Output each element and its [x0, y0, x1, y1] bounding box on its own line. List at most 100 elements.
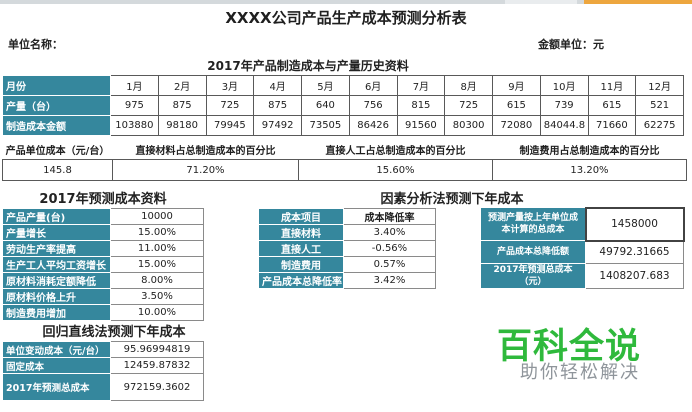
output-cell[interactable]: 739	[539, 95, 589, 116]
cost-cell[interactable]: 79945	[205, 115, 255, 136]
cost-cell[interactable]: 86426	[348, 115, 398, 136]
regression-table: 单位变动成本（元/台） 95.96994819 固定成本 12459.87832 2…	[2, 341, 204, 401]
forecast-label[interactable]: 产品产量(台)	[2, 208, 111, 225]
forecast-label[interactable]: 产量增长	[2, 224, 111, 241]
table-row: 预测产量按上年单位成本计算的总成本 1458000	[480, 206, 685, 242]
factor-value[interactable]: 3.40%	[343, 224, 436, 241]
factor-method-label[interactable]: 产品成本总降低额	[480, 240, 586, 264]
table-row: 产量增长 15.00%	[2, 224, 204, 241]
output-cell[interactable]: 815	[396, 95, 446, 116]
month-cell[interactable]: 11月	[587, 75, 637, 96]
cost-cell[interactable]: 97492	[253, 115, 302, 136]
watermark-tagline: 助你轻松解决	[520, 362, 640, 383]
table-row: 成本项目 成本降低率	[258, 208, 436, 225]
factor-label[interactable]: 产品成本总降低率	[258, 272, 344, 289]
month-cell[interactable]: 5月	[301, 75, 350, 96]
month-cell[interactable]: 7月	[396, 75, 446, 96]
cost-cell[interactable]: 84044.8	[539, 115, 589, 136]
month-cell[interactable]: 12月	[635, 75, 684, 96]
metric-value[interactable]: 15.60%	[298, 159, 493, 181]
row-label-month[interactable]: 月份	[2, 75, 111, 96]
factor-value[interactable]: 3.42%	[343, 272, 436, 289]
regression-value[interactable]: 12459.87832	[110, 357, 204, 374]
forecast-label[interactable]: 制造费用增加	[2, 304, 111, 321]
month-cell[interactable]: 10月	[539, 75, 589, 96]
forecast-value[interactable]: 15.00%	[110, 224, 204, 241]
month-cell[interactable]: 8月	[444, 75, 493, 96]
factor-col-rate-header: 成本降低率	[343, 208, 436, 225]
table-row: 劳动生产率提高 11.00%	[2, 240, 204, 257]
cost-cell[interactable]: 73505	[301, 115, 350, 136]
cost-cell[interactable]: 80300	[444, 115, 493, 136]
output-cell[interactable]: 875	[253, 95, 302, 116]
output-cell[interactable]: 875	[157, 95, 207, 116]
regression-label[interactable]: 固定成本	[2, 357, 111, 374]
forecast-value[interactable]: 10.00%	[110, 304, 204, 321]
output-cell[interactable]: 756	[348, 95, 398, 116]
regression-label[interactable]: 2017年预测总成本	[2, 373, 111, 401]
forecast-value[interactable]: 10000	[110, 208, 204, 225]
regression-label[interactable]: 单位变动成本（元/台）	[2, 341, 111, 358]
factor-method-label[interactable]: 预测产量按上年单位成本计算的总成本	[480, 207, 586, 241]
selected-cell[interactable]: 1458000	[584, 206, 685, 242]
factor-method-table: 预测产量按上年单位成本计算的总成本 1458000 产品成本总降低额 49792…	[480, 206, 685, 289]
forecast-value[interactable]: 8.00%	[110, 272, 204, 289]
output-cell[interactable]: 725	[444, 95, 493, 116]
regression-value[interactable]: 95.96994819	[110, 341, 204, 358]
month-cell[interactable]: 9月	[492, 75, 541, 96]
month-cell[interactable]: 4月	[253, 75, 302, 96]
output-cell[interactable]: 725	[205, 95, 255, 116]
cost-cell[interactable]: 98180	[157, 115, 207, 136]
table-row: 月份 1月 2月 3月 4月 5月 6月 7月 8月 9月 10月 11月 12…	[2, 75, 684, 96]
month-cell[interactable]: 6月	[348, 75, 398, 96]
forecast-label[interactable]: 原材料价格上升	[2, 288, 111, 305]
table-row: 产品单位成本（元/台） 直接材料占总制造成本的百分比 直接人工占总制造成本的百分…	[2, 139, 687, 160]
forecast-label[interactable]: 原材料消耗定额降低	[2, 272, 111, 289]
forecast-value[interactable]: 15.00%	[110, 256, 204, 273]
cost-cell[interactable]: 72080	[492, 115, 541, 136]
factor-value[interactable]: 0.57%	[343, 256, 436, 273]
output-cell[interactable]: 521	[635, 95, 684, 116]
factor-label[interactable]: 制造费用	[258, 256, 344, 273]
forecast-value[interactable]: 11.00%	[110, 240, 204, 257]
factor-method-value[interactable]: 49792.31665	[585, 240, 684, 264]
metric-value[interactable]: 71.20%	[112, 159, 299, 181]
metric-value[interactable]: 13.20%	[492, 159, 687, 181]
table-row: 产品成本总降低额 49792.31665	[480, 240, 684, 264]
table-row: 直接人工 -0.56%	[258, 240, 436, 257]
factor-label[interactable]: 直接材料	[258, 224, 344, 241]
table-row: 制造费用 0.57%	[258, 256, 436, 273]
month-cell[interactable]: 3月	[205, 75, 255, 96]
factor-value[interactable]: -0.56%	[343, 240, 436, 257]
metric-header: 产品单位成本（元/台）	[2, 139, 113, 160]
table-row: 产品产量(台) 10000	[2, 208, 204, 225]
row-label-output[interactable]: 产量（台）	[2, 95, 111, 116]
metric-header: 制造费用占总制造成本的百分比	[492, 139, 687, 160]
cost-cell[interactable]: 91560	[396, 115, 446, 136]
table-row: 原材料价格上升 3.50%	[2, 288, 204, 305]
table-row: 直接材料 3.40%	[258, 224, 436, 241]
output-cell[interactable]: 615	[492, 95, 541, 116]
output-cell[interactable]: 640	[301, 95, 350, 116]
row-label-cost[interactable]: 制造成本金额	[2, 115, 111, 136]
metric-value[interactable]: 145.8	[2, 159, 113, 181]
month-cell[interactable]: 1月	[110, 75, 159, 96]
factor-label[interactable]: 直接人工	[258, 240, 344, 257]
forecast-value[interactable]: 3.50%	[110, 288, 204, 305]
top-strip-tab-segment	[505, 0, 577, 4]
factor-method-label[interactable]: 2017年预测总成本（元）	[480, 263, 586, 289]
output-cell[interactable]: 615	[587, 95, 637, 116]
amount-unit-label: 金额单位：元	[538, 38, 604, 51]
cost-cell[interactable]: 103880	[110, 115, 159, 136]
output-cell[interactable]: 975	[110, 95, 159, 116]
regression-value[interactable]: 972159.3602	[110, 373, 204, 401]
month-cell[interactable]: 2月	[157, 75, 207, 96]
cost-cell[interactable]: 71660	[587, 115, 637, 136]
factor-method-value[interactable]: 1408207.683	[585, 263, 684, 289]
forecast-label[interactable]: 生产工人平均工资增长	[2, 256, 111, 273]
forecast-label[interactable]: 劳动生产率提高	[2, 240, 111, 257]
cost-cell[interactable]: 62275	[635, 115, 684, 136]
metric-header: 直接人工占总制造成本的百分比	[298, 139, 493, 160]
table-row: 145.8 71.20% 15.60% 13.20%	[2, 159, 687, 181]
